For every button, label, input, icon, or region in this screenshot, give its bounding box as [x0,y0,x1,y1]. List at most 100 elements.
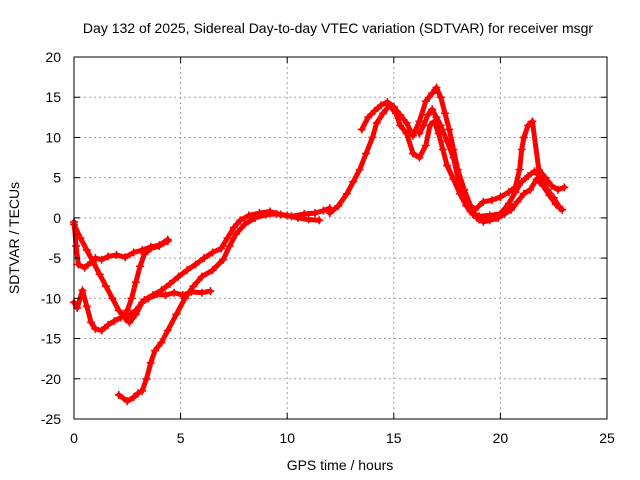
data-point [200,254,209,263]
data-point [108,294,117,303]
data-point [443,161,452,170]
data-point [287,212,296,221]
data-point [114,390,123,399]
data-point [315,216,324,225]
data-point [304,215,313,224]
data-point [513,197,522,206]
y-axis-label: SDTVAR / TECUs [6,182,22,294]
data-point [165,279,174,288]
data-point [82,302,91,311]
data-point [121,253,130,262]
data-point [319,206,328,215]
data-point [189,282,198,291]
data-point [539,181,548,190]
data-point [541,173,550,182]
data-point [396,110,405,119]
data-point [372,118,381,127]
data-point [443,137,452,146]
series-trace [416,106,514,222]
data-point [157,338,166,347]
data-point [507,201,516,210]
y-tick-label: -20 [41,371,61,387]
y-tick-labels: 20 15 10 5 0 -5 -10 -15 -20 -25 [41,49,61,427]
x-tick-label: 15 [386,430,402,446]
y-tick-label: -10 [41,290,61,306]
data-point [449,153,458,162]
data-point [438,145,447,154]
axis-ticks [73,56,608,420]
data-point [436,93,445,102]
data-point [428,89,437,98]
data-point [112,250,121,259]
data-point [415,129,424,138]
data-point [136,262,145,271]
data-point [475,215,484,224]
data-point [125,318,134,327]
data-series [325,101,565,221]
data-point [440,109,449,118]
data-point [197,272,206,281]
data-point [415,153,424,162]
data-point [496,192,505,201]
data-point [129,248,138,257]
data-point [104,252,113,261]
data-point [142,374,151,383]
data-point [206,287,215,296]
data-point [174,272,183,281]
data-point [217,244,226,253]
x-tick-label: 10 [279,430,295,446]
data-point [551,200,560,209]
data-point [432,83,441,92]
data-point [419,121,428,130]
data-point [197,288,206,297]
grid [74,57,607,419]
data-point [95,270,104,279]
data-point [89,258,98,267]
x-tick-label: 5 [177,430,185,446]
x-tick-label: 25 [599,430,615,446]
data-point [517,145,526,154]
data-point [519,189,528,198]
data-point [232,229,241,238]
data-point [163,237,172,246]
data-point [383,98,392,107]
data-point [170,288,179,297]
data-point [524,172,533,181]
data-point [131,306,140,315]
data-point [133,389,142,398]
data-point [97,326,106,335]
data-point [223,234,232,242]
data-point [87,318,96,327]
data-point [377,101,386,110]
data-point [460,193,469,202]
x-tick-label: 0 [70,430,78,446]
data-point [208,248,217,257]
y-tick-label: 20 [45,49,61,65]
data-point [219,255,228,264]
data-point [225,242,234,251]
data-point [415,117,424,126]
y-tick-label: 15 [45,89,61,105]
data-point [368,133,377,142]
data-point [534,165,543,174]
chart-title: Day 132 of 2025, Sidereal Day-to-day VTE… [83,20,593,36]
data-point [172,310,181,319]
y-tick-label: 5 [53,170,61,186]
data-point [82,246,91,255]
data-point [553,185,562,194]
data-point [310,209,319,218]
y-tick-label: -25 [41,411,61,427]
data-point [325,209,334,218]
data-point [76,234,85,242]
data-point [379,109,388,118]
data-point [110,316,119,325]
data-point [140,295,149,304]
data-point [357,125,366,134]
data-point [423,110,432,119]
data-point [524,121,533,130]
data-point [97,255,106,264]
data-point [364,113,373,122]
data-point [487,196,496,205]
data-point [73,303,82,312]
